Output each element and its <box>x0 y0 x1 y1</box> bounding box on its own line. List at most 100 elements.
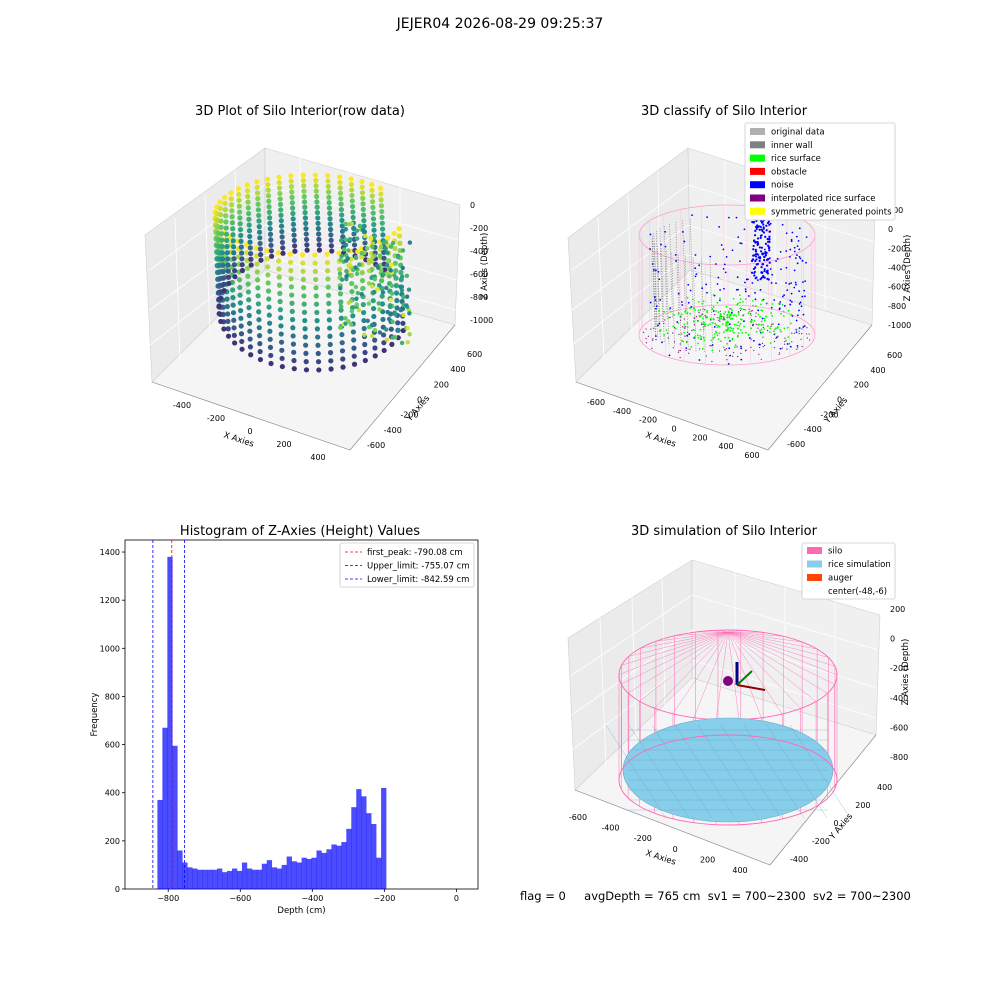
p2-noise-point <box>649 301 652 304</box>
p2-interpolated-point <box>704 309 706 311</box>
p4-silo-roof-wire <box>727 631 783 715</box>
p2-interpolated-point <box>687 331 689 333</box>
p1-data-point <box>255 293 261 299</box>
p1-data-point <box>324 259 330 266</box>
p4-grid-line <box>691 594 879 651</box>
p1-data-point <box>315 342 321 348</box>
p2-rice-surface-point <box>762 331 764 334</box>
p1-data-point <box>237 215 243 221</box>
p1-data-point <box>351 337 357 343</box>
p2-noise-point <box>798 327 801 329</box>
p1-data-point <box>395 328 401 333</box>
p2-noise-point <box>681 230 684 233</box>
p1-data-point <box>288 173 294 179</box>
p3-histogram-bar <box>177 850 183 889</box>
p1-data-point <box>220 256 226 262</box>
p2-noise-point <box>727 362 730 365</box>
p1-data-point <box>389 262 394 268</box>
p2-rice-surface-point <box>697 342 699 345</box>
p1-data-point <box>303 220 309 226</box>
p2-noise-point <box>761 263 764 266</box>
p4-silo-roof-wire <box>655 631 729 642</box>
p1-data-point <box>277 298 283 305</box>
p1-data-point <box>372 353 378 359</box>
p1-data-point <box>300 172 306 178</box>
p1-data-point <box>337 291 344 297</box>
p1-data-point <box>407 332 412 337</box>
p1-data-point <box>328 232 334 238</box>
p1-y-tick: 200 <box>434 380 449 389</box>
p1-data-point <box>300 260 306 266</box>
p2-interpolated-point <box>704 314 706 317</box>
p1-data-point <box>267 320 273 326</box>
p1-data-point <box>354 302 360 307</box>
p2-rice-surface-point <box>734 346 736 348</box>
p2-noise-point <box>768 240 771 243</box>
p2-rice-surface-point <box>753 320 756 322</box>
p2-noise-point <box>763 268 766 271</box>
p1-data-point <box>236 191 242 198</box>
p4-z-tick: -800 <box>890 753 908 762</box>
p1-data-point <box>350 214 356 221</box>
p1-data-point <box>232 274 238 280</box>
p1-data-point <box>339 340 345 346</box>
p4-silo-roof-wire <box>693 631 729 718</box>
p1-data-point <box>370 305 377 312</box>
p1-data-point <box>244 188 251 194</box>
p2-rice-surface-point <box>707 324 710 327</box>
p1-data-point <box>224 243 230 250</box>
p1-data-point <box>278 339 285 345</box>
p2-noise-point <box>752 220 756 224</box>
p2-noise-point <box>725 255 728 258</box>
p1-data-point <box>396 226 402 232</box>
p2-z-tick: -200 <box>888 244 906 253</box>
p2-interpolated-point <box>725 348 728 350</box>
p2-interpolated-point <box>659 330 661 332</box>
p2-rice-surface-point <box>758 329 761 332</box>
p2-rice-surface-point <box>697 336 700 339</box>
p1-data-point <box>313 285 319 291</box>
p3-histogram-bar <box>227 870 233 889</box>
p4-legend-label: center(-48,-6) <box>828 587 887 597</box>
p2-noise-point <box>758 246 762 249</box>
p2-noise-point <box>755 240 758 244</box>
p2-noise-point <box>762 223 765 226</box>
p2-interpolated-point <box>645 328 647 330</box>
p1-data-point <box>329 248 335 254</box>
p3-x-tick-label: −600 <box>229 894 251 903</box>
p2-noise-point <box>719 299 721 302</box>
p1-data-point <box>355 290 361 296</box>
p2-interpolated-point <box>663 319 666 321</box>
p3-y-axis-label: Frequency <box>90 693 100 737</box>
p1-data-point <box>325 284 331 290</box>
p4-rice-mesh-line <box>628 724 690 819</box>
p1-data-point <box>265 176 271 182</box>
p2-legend-label: noise <box>771 181 794 191</box>
p2-noise-point <box>771 273 774 276</box>
p2-noise-point <box>786 343 789 345</box>
p2-interpolated-point <box>755 323 757 326</box>
p1-data-point <box>248 256 254 262</box>
p2-rice-surface-point <box>739 322 742 325</box>
p1-data-point <box>225 274 232 280</box>
p4-silo-roof-wire <box>727 631 835 685</box>
p2-interpolated-point <box>710 345 712 347</box>
p1-data-point <box>405 340 410 345</box>
p2-noise-point <box>766 237 769 241</box>
p2-rice-surface-point <box>761 309 764 312</box>
p2-noise-point <box>754 229 757 232</box>
p1-data-point <box>246 297 252 303</box>
p2-rice-surface-point <box>684 310 686 313</box>
panel-3-histogram: −800 −600 −400 −200 0 0 200 400 600 800 1000 1200 14… <box>90 539 479 916</box>
p2-rice-surface-point <box>696 334 699 337</box>
p2-grid-line <box>627 193 633 333</box>
p1-data-point <box>395 254 401 260</box>
p2-noise-point <box>761 220 764 223</box>
p1-data-point <box>344 268 349 274</box>
p1-data-point <box>343 227 349 232</box>
p3-y-tick-label: 400 <box>105 789 120 798</box>
p2-z-tick: -600 <box>888 283 906 292</box>
p2-rice-surface-point <box>716 334 719 337</box>
p2-noise-point <box>750 259 754 263</box>
p4-z-tick: 200 <box>890 605 905 614</box>
